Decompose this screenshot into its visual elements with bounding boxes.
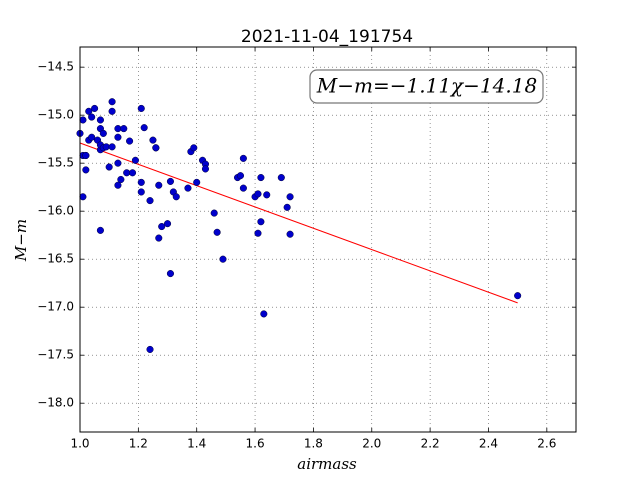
data-point: [114, 159, 122, 167]
data-point: [172, 193, 180, 201]
data-point: [108, 98, 116, 106]
data-point: [254, 229, 262, 237]
data-point: [99, 129, 107, 137]
data-point: [236, 172, 245, 180]
data-point: [201, 165, 210, 173]
data-point: [219, 255, 227, 263]
x-tick-label: 2.6: [537, 437, 556, 451]
fit-line: [79, 142, 518, 304]
data-point: [117, 175, 125, 184]
data-point: [257, 174, 265, 182]
x-tick-label: 2.0: [362, 437, 381, 451]
data-point: [82, 151, 90, 160]
data-point: [260, 310, 268, 318]
data-point: [239, 184, 247, 192]
data-point: [152, 144, 160, 152]
data-point: [190, 144, 198, 152]
data-point: [114, 181, 122, 189]
data-point: [79, 116, 87, 124]
data-point: [79, 193, 87, 201]
data-point: [105, 163, 113, 171]
plot-frame: [79, 46, 577, 433]
data-point: [88, 113, 96, 121]
annotation-box: [309, 69, 544, 104]
data-point: [286, 230, 294, 238]
data-point: [108, 107, 116, 115]
data-point: [128, 169, 137, 177]
data-point: [96, 226, 104, 234]
data-point: [263, 191, 271, 199]
data-point: [155, 181, 163, 189]
data-point: [120, 125, 128, 133]
x-axis-label: airmass: [297, 455, 357, 473]
data-point: [213, 228, 221, 236]
annotation: M−m=−1.11χ−14.18: [316, 74, 537, 98]
data-point: [114, 133, 122, 141]
data-point: [166, 177, 174, 185]
y-tick-label: −16.5: [37, 252, 74, 266]
data-point: [257, 218, 265, 226]
data-point: [155, 234, 163, 242]
chart-title: 2021-11-04_191754: [241, 27, 413, 47]
y-tick-label: −14.5: [37, 60, 74, 74]
data-point: [137, 188, 145, 196]
data-point: [254, 190, 262, 198]
y-tick-label: −15.5: [37, 156, 74, 170]
x-tick-label: 1.6: [246, 437, 265, 451]
x-tick-label: 2.4: [479, 437, 498, 451]
y-axis-label: M−m: [12, 219, 30, 262]
data-point: [137, 178, 145, 186]
data-point: [149, 136, 157, 144]
data-point: [137, 104, 145, 112]
data-point: [82, 166, 90, 174]
y-tick-label: −16.0: [37, 204, 74, 218]
data-point: [146, 197, 154, 205]
data-point: [193, 178, 201, 186]
data-point: [91, 104, 99, 112]
data-point: [286, 193, 294, 201]
data-point: [283, 203, 291, 211]
x-tick-label: 1.2: [129, 437, 148, 451]
data-point: [140, 124, 148, 132]
x-tick-label: 1.0: [70, 437, 89, 451]
data-point: [85, 107, 93, 115]
data-point: [163, 220, 172, 228]
data-point: [239, 154, 247, 162]
data-point: [184, 184, 192, 192]
data-point: [96, 116, 104, 124]
data-point: [277, 174, 285, 182]
data-point: [210, 209, 218, 217]
x-tick-label: 1.4: [187, 437, 206, 451]
data-point: [108, 143, 116, 151]
data-point: [158, 222, 166, 231]
y-tick-label: −17.0: [37, 300, 74, 314]
data-point: [131, 156, 139, 164]
data-point: [166, 270, 174, 278]
y-tick-label: −18.0: [37, 396, 74, 410]
data-point: [88, 133, 96, 141]
x-tick-label: 2.2: [421, 437, 440, 451]
data-point: [514, 292, 522, 300]
data-point: [146, 345, 154, 353]
data-point: [126, 137, 134, 145]
y-tick-label: −17.5: [37, 348, 74, 362]
x-tick-label: 1.8: [304, 437, 323, 451]
y-tick-label: −15.0: [37, 108, 74, 122]
